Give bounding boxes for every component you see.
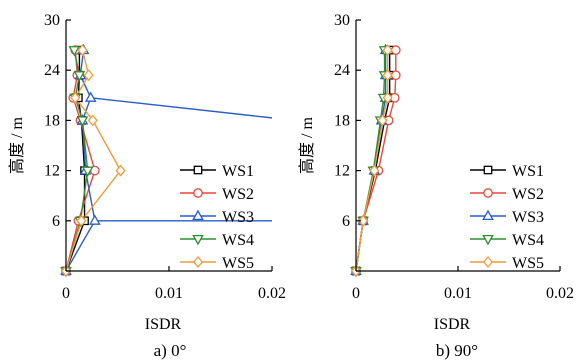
legend-marker bbox=[483, 165, 493, 175]
series-markers bbox=[350, 43, 401, 278]
panel-caption: a) 0° bbox=[154, 341, 187, 360]
data-point-ws5 bbox=[382, 91, 393, 104]
legend-marker bbox=[482, 209, 494, 221]
legend-label: WS1 bbox=[222, 163, 254, 180]
x-tick-label: 0 bbox=[352, 285, 360, 302]
legend-item-ws2: WS2 bbox=[470, 186, 544, 203]
data-point-ws5 bbox=[83, 69, 94, 82]
y-tick-label: 12 bbox=[334, 163, 350, 180]
legend-marker bbox=[483, 188, 493, 198]
x-axis-label: ISDR bbox=[145, 316, 182, 333]
legend: WS1 WS2 WS3 WS4 WS5 bbox=[470, 163, 544, 272]
y-tick-label: 24 bbox=[334, 62, 350, 79]
x-tick-label: 0.02 bbox=[258, 285, 286, 302]
legend-marker bbox=[482, 255, 494, 269]
data-point-ws3 bbox=[84, 91, 97, 102]
y-tick-label: 30 bbox=[44, 12, 60, 29]
series-line-ws3 bbox=[66, 50, 96, 271]
legend-item-ws5: WS5 bbox=[470, 255, 544, 272]
panel-caption: b) 90° bbox=[436, 341, 478, 360]
legend-marker bbox=[192, 209, 204, 221]
y-tick-label: 18 bbox=[334, 112, 350, 129]
x-axis-label: ISDR bbox=[434, 316, 471, 333]
y-tick-label: 6 bbox=[52, 213, 60, 230]
data-point-ws5 bbox=[76, 214, 87, 227]
legend-item-ws2: WS2 bbox=[180, 186, 254, 203]
data-point-ws5 bbox=[77, 44, 88, 57]
legend-label: WS2 bbox=[512, 186, 544, 203]
legend-item-ws4: WS4 bbox=[180, 232, 254, 249]
data-point-ws4 bbox=[73, 71, 86, 82]
legend-item-ws1: WS1 bbox=[180, 163, 254, 180]
series-markers bbox=[60, 43, 126, 278]
data-point-ws5 bbox=[87, 114, 98, 127]
y-tick-label: 24 bbox=[44, 62, 60, 79]
data-point-ws4 bbox=[81, 166, 94, 177]
y-tick-label: 12 bbox=[44, 163, 60, 180]
legend-item-ws5: WS5 bbox=[180, 255, 254, 272]
legend-item-ws3: WS3 bbox=[180, 209, 254, 226]
legend-label: WS5 bbox=[512, 255, 544, 272]
panel-b: 6 12 18 24 30 0 0.01 0.02 ISDR 高度 / m b) 90° WS1 WS2… bbox=[298, 12, 574, 360]
series-line-ws3-spike bbox=[90, 97, 272, 119]
x-tick-label: 0 bbox=[62, 285, 70, 302]
legend: WS1 WS2 WS3 WS4 WS5 bbox=[180, 163, 254, 272]
legend-label: WS2 bbox=[222, 186, 254, 203]
legend-label: WS1 bbox=[512, 163, 544, 180]
data-point-ws5 bbox=[70, 91, 81, 104]
legend-label: WS4 bbox=[512, 232, 544, 249]
legend-marker bbox=[482, 234, 494, 246]
legend-item-ws1: WS1 bbox=[470, 163, 544, 180]
data-point-ws5 bbox=[377, 114, 388, 127]
series-lines bbox=[356, 50, 397, 271]
legend-item-ws3: WS3 bbox=[470, 209, 544, 226]
legend-item-ws4: WS4 bbox=[470, 232, 544, 249]
legend-marker bbox=[192, 234, 204, 246]
legend-label: WS3 bbox=[222, 209, 254, 226]
data-point-ws5 bbox=[358, 214, 369, 227]
data-point-ws2 bbox=[390, 45, 401, 55]
series-line-ws2 bbox=[66, 50, 96, 271]
legend-marker bbox=[193, 188, 203, 198]
y-tick-label: 6 bbox=[342, 213, 350, 230]
legend-label: WS5 bbox=[222, 255, 254, 272]
x-tick-label: 0.01 bbox=[155, 285, 183, 302]
data-point-ws5 bbox=[382, 69, 393, 82]
data-point-ws5 bbox=[115, 164, 126, 177]
legend-marker bbox=[193, 165, 203, 175]
data-point-ws4 bbox=[76, 116, 89, 127]
data-point-ws4 bbox=[68, 46, 81, 57]
data-point-ws5 bbox=[382, 44, 393, 57]
legend-marker bbox=[192, 255, 204, 269]
legend-label: WS3 bbox=[512, 209, 544, 226]
data-point-ws5 bbox=[369, 164, 380, 177]
y-tick-label: 30 bbox=[334, 12, 350, 29]
data-point-ws3 bbox=[89, 214, 101, 225]
y-axis-label: 高度 / m bbox=[298, 117, 316, 174]
y-axis-label: 高度 / m bbox=[8, 117, 26, 174]
y-tick-label: 18 bbox=[44, 112, 60, 129]
series-line-ws5 bbox=[356, 50, 389, 271]
x-tick-label: 0.01 bbox=[444, 285, 472, 302]
x-tick-label: 0.02 bbox=[546, 285, 574, 302]
data-point-ws2 bbox=[390, 70, 401, 81]
legend-label: WS4 bbox=[222, 232, 254, 249]
